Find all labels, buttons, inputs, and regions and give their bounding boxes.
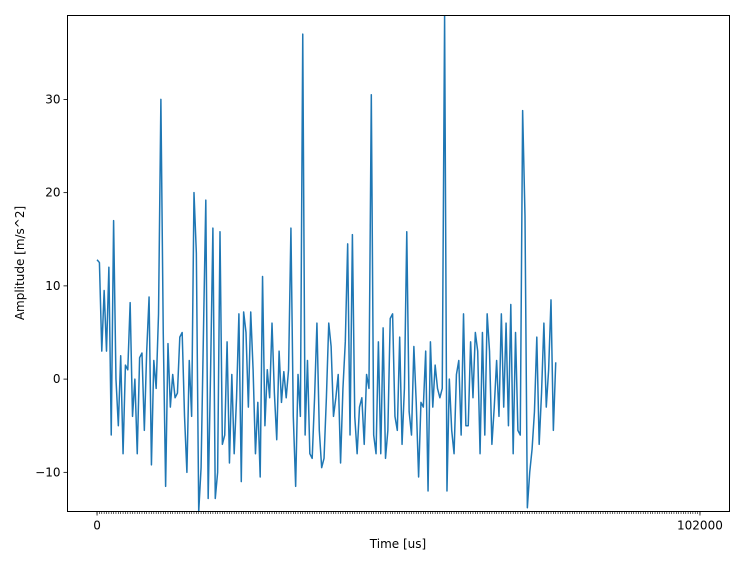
x-axis-label: Time [us] bbox=[369, 537, 426, 551]
plot-area bbox=[96, 15, 557, 512]
y-axis-label: Amplitude [m/s^2] bbox=[13, 206, 27, 320]
y-tick-label: 30 bbox=[45, 92, 60, 106]
y-tick-label: 20 bbox=[45, 186, 60, 200]
x-tick-label: 102000 bbox=[677, 519, 723, 533]
y-tick-label: 10 bbox=[45, 279, 60, 293]
axes-frame bbox=[67, 15, 730, 512]
x-tick-label: 0 bbox=[93, 519, 101, 533]
ticks: 0 102000 −10 0 10 20 30 bbox=[35, 92, 723, 532]
y-tick-label: −10 bbox=[35, 465, 60, 479]
y-tick-label: 0 bbox=[53, 372, 61, 386]
series-line-0 bbox=[96, 15, 557, 512]
